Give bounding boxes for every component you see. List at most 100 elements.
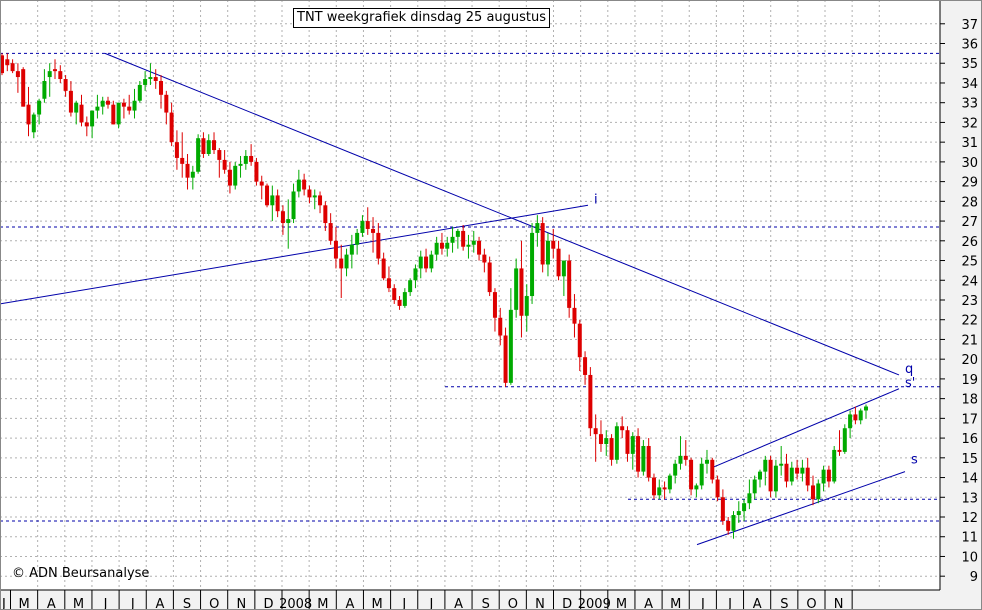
candle [492,288,497,332]
candle [5,53,10,72]
candle-body [408,280,413,293]
x-tick-label: D [562,597,572,610]
candle [106,96,111,109]
candle [519,240,524,338]
candle-body [805,467,810,486]
candle [68,80,73,117]
candle-body [365,221,370,229]
candle-body [47,71,52,78]
y-tick-label: 32 [961,116,978,131]
candle [667,473,672,494]
candle [42,69,47,103]
x-tick-label: O [508,597,518,610]
candle-body [604,438,609,445]
candle-body [498,317,503,336]
x-tick-label: S [780,597,788,610]
candle-body [689,459,694,490]
candle-body [429,254,434,269]
candle-body [392,288,397,300]
candle [853,406,858,425]
candle [498,307,503,346]
candle-body [609,438,614,460]
candle [212,132,217,154]
candle [307,185,312,204]
y-tick-label: 18 [961,393,978,408]
candle-body [344,254,349,269]
candle-body [720,497,725,521]
candle [190,165,195,190]
y-tick-label: 36 [961,38,978,53]
candle-body [556,248,561,277]
y-tick-label: 14 [961,472,978,487]
y-tick-label: 15 [961,452,978,467]
y-tick-label: 28 [961,195,978,210]
candle [84,116,89,137]
candle-body [864,406,868,411]
candle-body [111,104,116,125]
candle [74,100,79,125]
candle-body [747,493,752,504]
candle [227,161,232,194]
candle-body [42,80,47,99]
candle-body [137,84,142,101]
candle [673,459,678,484]
candle [243,150,248,170]
candle-body [74,102,79,113]
candle-body [699,463,704,486]
candle-body [848,414,853,429]
candle-body [143,79,148,85]
candle-body [858,410,863,421]
candle-body [641,445,646,472]
plot-area [0,0,940,590]
candle [90,110,95,139]
candle [646,438,651,482]
x-tick-label: O [209,597,219,610]
candle [598,420,603,452]
candle [37,98,42,125]
candle-body [318,195,323,206]
x-tick-label: J [700,597,705,610]
candle-body [227,169,232,186]
x-tick-label: J [1,597,6,610]
candle [567,254,572,318]
candle [832,445,837,484]
candle-body [381,258,386,279]
candle-body [773,465,778,492]
candle [137,80,142,103]
candle-body [254,161,259,182]
candle-body [84,122,89,127]
candle [275,189,280,218]
candle [630,432,635,470]
candle-body [339,258,344,269]
candle-body [551,240,556,249]
candle-body [583,357,588,375]
candle [477,236,482,261]
candle-body [466,244,471,247]
candle-body [439,242,444,249]
candle [233,161,238,190]
candle [249,144,254,166]
candle-body [127,106,132,111]
candle-body [296,179,301,192]
x-tick-label: A [644,597,653,610]
candle-body [810,485,815,500]
candle [429,250,434,273]
candle-body [68,90,73,113]
y-tick-label: 11 [961,531,978,546]
candle-body [280,211,285,224]
candle [678,436,683,470]
candle [826,465,831,488]
candle-body [63,79,68,91]
y-tick-label: 24 [961,274,978,289]
candle-body [572,307,577,324]
y-tick-label: 29 [961,176,978,191]
y-tick-label: 21 [961,333,978,348]
candle-body [789,467,794,482]
candle [789,461,794,486]
candle [604,430,609,456]
candle-body [275,195,280,212]
candle [323,201,328,231]
candle-body [471,240,476,245]
y-tick-label: 12 [961,511,978,526]
chart-title: TNT weekgrafiek dinsdag 25 augustus [293,8,551,28]
